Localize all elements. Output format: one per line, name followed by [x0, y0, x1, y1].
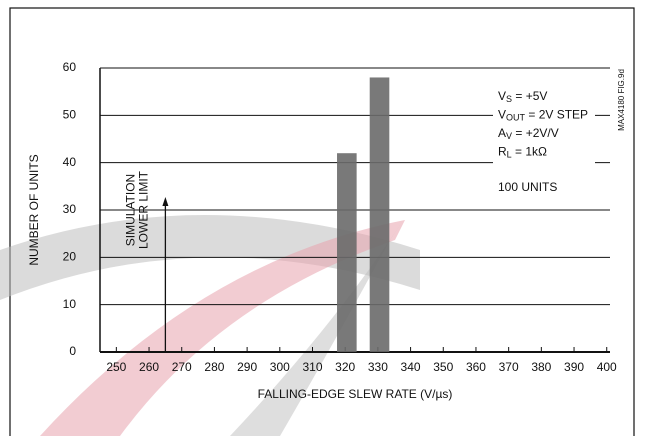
y-tick-label: 30: [63, 202, 77, 216]
y-tick-label: 40: [63, 155, 77, 169]
condition-part: R: [498, 145, 507, 159]
x-tick-label: 330: [368, 360, 388, 374]
arrow-head: [162, 197, 169, 206]
condition-part: V: [498, 89, 506, 103]
x-tick-label: 360: [466, 360, 486, 374]
condition-part: OUT: [506, 113, 526, 123]
condition-part: V: [498, 108, 506, 122]
frame: [9, 7, 635, 436]
condition: RL = 1kΩ: [498, 145, 547, 160]
x-tick-label: 290: [237, 360, 257, 374]
condition: VOUT = 2V STEP: [498, 108, 588, 123]
x-tick-label: 370: [499, 360, 519, 374]
condition-part: = 2V STEP: [525, 108, 588, 122]
condition-part: S: [506, 94, 512, 104]
x-tick-label: 310: [302, 360, 322, 374]
x-tick-label: 250: [106, 360, 126, 374]
condition-part: A: [498, 126, 506, 140]
limit-label: SIMULATION: [124, 174, 138, 246]
y-tick-label: 50: [63, 108, 77, 122]
condition: AV = +2V/V: [498, 126, 559, 141]
x-tick-label: 300: [270, 360, 290, 374]
bar: [369, 77, 390, 352]
bar: [337, 153, 357, 352]
condition-part: = 1kΩ: [512, 145, 547, 159]
watermark: [0, 215, 420, 300]
condition-part: = +5V: [512, 89, 547, 103]
condition: VS = +5V: [498, 89, 547, 104]
limit-label: LOWER LIMIT: [137, 170, 151, 249]
units-note: 100 UNITS: [498, 180, 557, 194]
watermark: [40, 220, 405, 436]
y-tick-label: 0: [69, 344, 76, 358]
x-tick-label: 320: [335, 360, 355, 374]
condition-part: L: [507, 150, 512, 160]
condition-part: = +2V/V: [512, 126, 559, 140]
x-tick-label: 340: [401, 360, 421, 374]
y-tick-label: 20: [63, 250, 77, 264]
x-tick-label: 270: [172, 360, 192, 374]
x-tick-label: 380: [531, 360, 551, 374]
x-axis-label: FALLING-EDGE SLEW RATE (V/µs): [258, 387, 453, 401]
x-tick-label: 390: [564, 360, 584, 374]
x-tick-label: 280: [204, 360, 224, 374]
y-tick-label: 10: [63, 297, 77, 311]
x-tick-label: 350: [433, 360, 453, 374]
x-tick-label: 260: [139, 360, 159, 374]
condition-part: V: [506, 131, 512, 141]
legend-box: [493, 85, 595, 200]
x-tick-label: 400: [597, 360, 617, 374]
figure-id: MAX4180 FIG.9d: [617, 69, 626, 131]
y-axis-label: NUMBER OF UNITS: [27, 154, 41, 265]
y-tick-label: 60: [63, 60, 77, 74]
